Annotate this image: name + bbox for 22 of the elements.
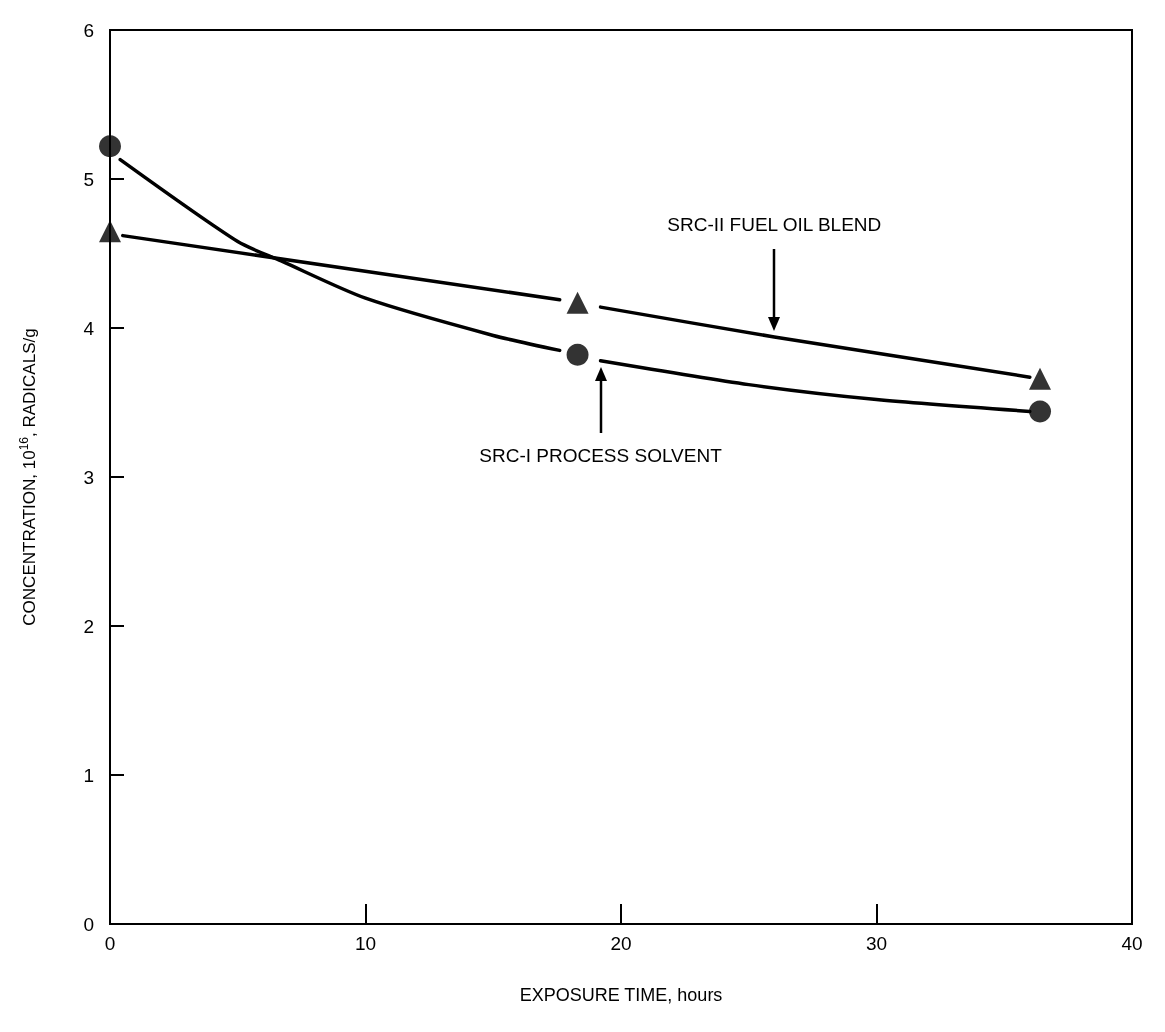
y-tick-label: 0 [83, 913, 94, 935]
y-tick-label: 4 [83, 317, 95, 339]
x-tick-label: 40 [1121, 933, 1143, 954]
y-tick-label: 5 [83, 168, 94, 190]
point [99, 135, 121, 158]
point [566, 291, 589, 314]
x-tick-label: 0 [104, 933, 116, 954]
x-tick-label: 10 [354, 933, 377, 954]
y-tick-label: 2 [83, 615, 94, 637]
text: SRC-II FUEL OIL BLEND [667, 213, 882, 236]
point [566, 343, 589, 366]
x-axis-title: EXPOSURE TIME, hours [519, 985, 723, 1005]
x-tick-label: 20 [610, 933, 632, 954]
point [1029, 367, 1052, 390]
x-tick-label: 30 [865, 933, 888, 954]
y-tick-label: 6 [83, 19, 94, 41]
point [1029, 400, 1052, 423]
y-tick-label: 1 [83, 764, 94, 786]
y-axis-title: CONCENTRATION, 1016, RADICALS/g [17, 328, 39, 626]
text: SRC-I PROCESS SOLVENT [479, 444, 722, 467]
y-tick-label: 3 [83, 466, 94, 488]
point [99, 220, 121, 243]
